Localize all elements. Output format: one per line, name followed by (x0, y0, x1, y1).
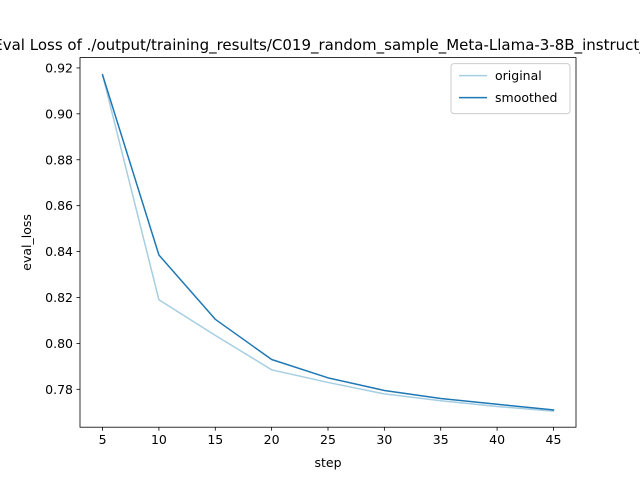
x-tick-label: 20 (264, 432, 280, 447)
x-tick-label: 30 (376, 432, 392, 447)
x-axis: 5 10 15 20 25 30 35 40 45 (99, 427, 562, 447)
legend-label-smoothed: smoothed (495, 90, 557, 105)
x-tick-label: 45 (546, 432, 562, 447)
y-axis-label: eval_loss (19, 214, 34, 271)
series-layer (101, 73, 555, 412)
plot-border (79, 57, 577, 428)
legend-label-original: original (495, 68, 542, 83)
x-tick-label: 25 (320, 432, 336, 447)
x-tick-label: 10 (151, 432, 167, 447)
x-axis-label: step (314, 455, 341, 470)
y-tick-label: 0.80 (45, 336, 73, 351)
y-tick-label: 0.92 (45, 60, 73, 75)
x-tick-label: 35 (433, 432, 449, 447)
x-tick-label: 5 (99, 432, 107, 447)
y-tick-label: 0.82 (45, 290, 73, 305)
y-tick-label: 0.86 (45, 198, 73, 213)
series-line-original (101, 73, 555, 412)
plot-area (80, 57, 576, 428)
y-tick-label: 0.90 (45, 106, 73, 121)
y-tick-label: 0.84 (45, 244, 73, 259)
y-axis: 0.78 0.80 0.82 0.84 0.86 0.88 0.90 0.92 (45, 60, 80, 397)
series-line-smoothed (101, 73, 555, 411)
x-tick-label: 15 (207, 432, 223, 447)
chart-title: Eval Loss of ./output/training_results/C… (0, 36, 640, 55)
y-tick-label: 0.78 (45, 382, 73, 397)
x-tick-label: 40 (489, 432, 505, 447)
y-tick-label: 0.88 (45, 152, 73, 167)
legend: original smoothed (450, 63, 571, 115)
